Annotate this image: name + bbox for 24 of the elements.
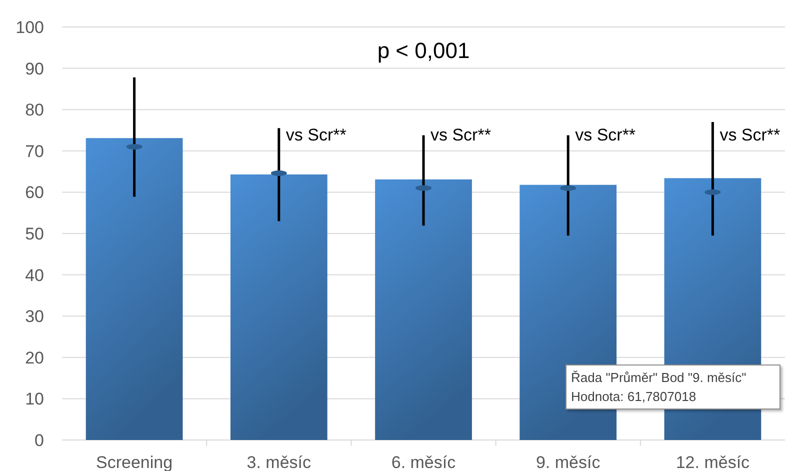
x-tick-label: 12. měsíc xyxy=(676,453,750,471)
y-tick-label: 0 xyxy=(34,430,44,450)
annotation: Řada "Průměr" Bod "9. měsíc" Hodnota: 61,7807018 xyxy=(571,370,747,404)
y-tick-label: 100 xyxy=(16,18,44,37)
bar xyxy=(86,138,183,440)
x-tick-label: 6. měsíc xyxy=(391,453,456,471)
y-tick-label: 40 xyxy=(25,266,44,285)
text: p < 0,001 xyxy=(377,38,470,63)
x-tick-label: 3. měsíc xyxy=(246,453,312,471)
y-tick-label: 70 xyxy=(25,142,44,161)
annotation: vs Scr** xyxy=(430,126,492,145)
y-tick-label: 80 xyxy=(25,100,44,120)
y-tick-label: 50 xyxy=(25,224,44,244)
annotation: vs Scr** xyxy=(286,126,347,145)
y-tick-label: 10 xyxy=(25,390,44,409)
bar xyxy=(375,179,472,440)
y-tick-label: 60 xyxy=(25,183,44,202)
x-tick-label: 9. měsíc xyxy=(536,453,601,471)
y-tick-label: 20 xyxy=(25,348,44,368)
annotation: vs Scr** xyxy=(575,126,636,145)
bar xyxy=(230,174,328,440)
y-tick-label: 90 xyxy=(25,59,44,78)
annotation: vs Scr** xyxy=(720,126,781,145)
y-tick-label: 30 xyxy=(25,307,44,326)
